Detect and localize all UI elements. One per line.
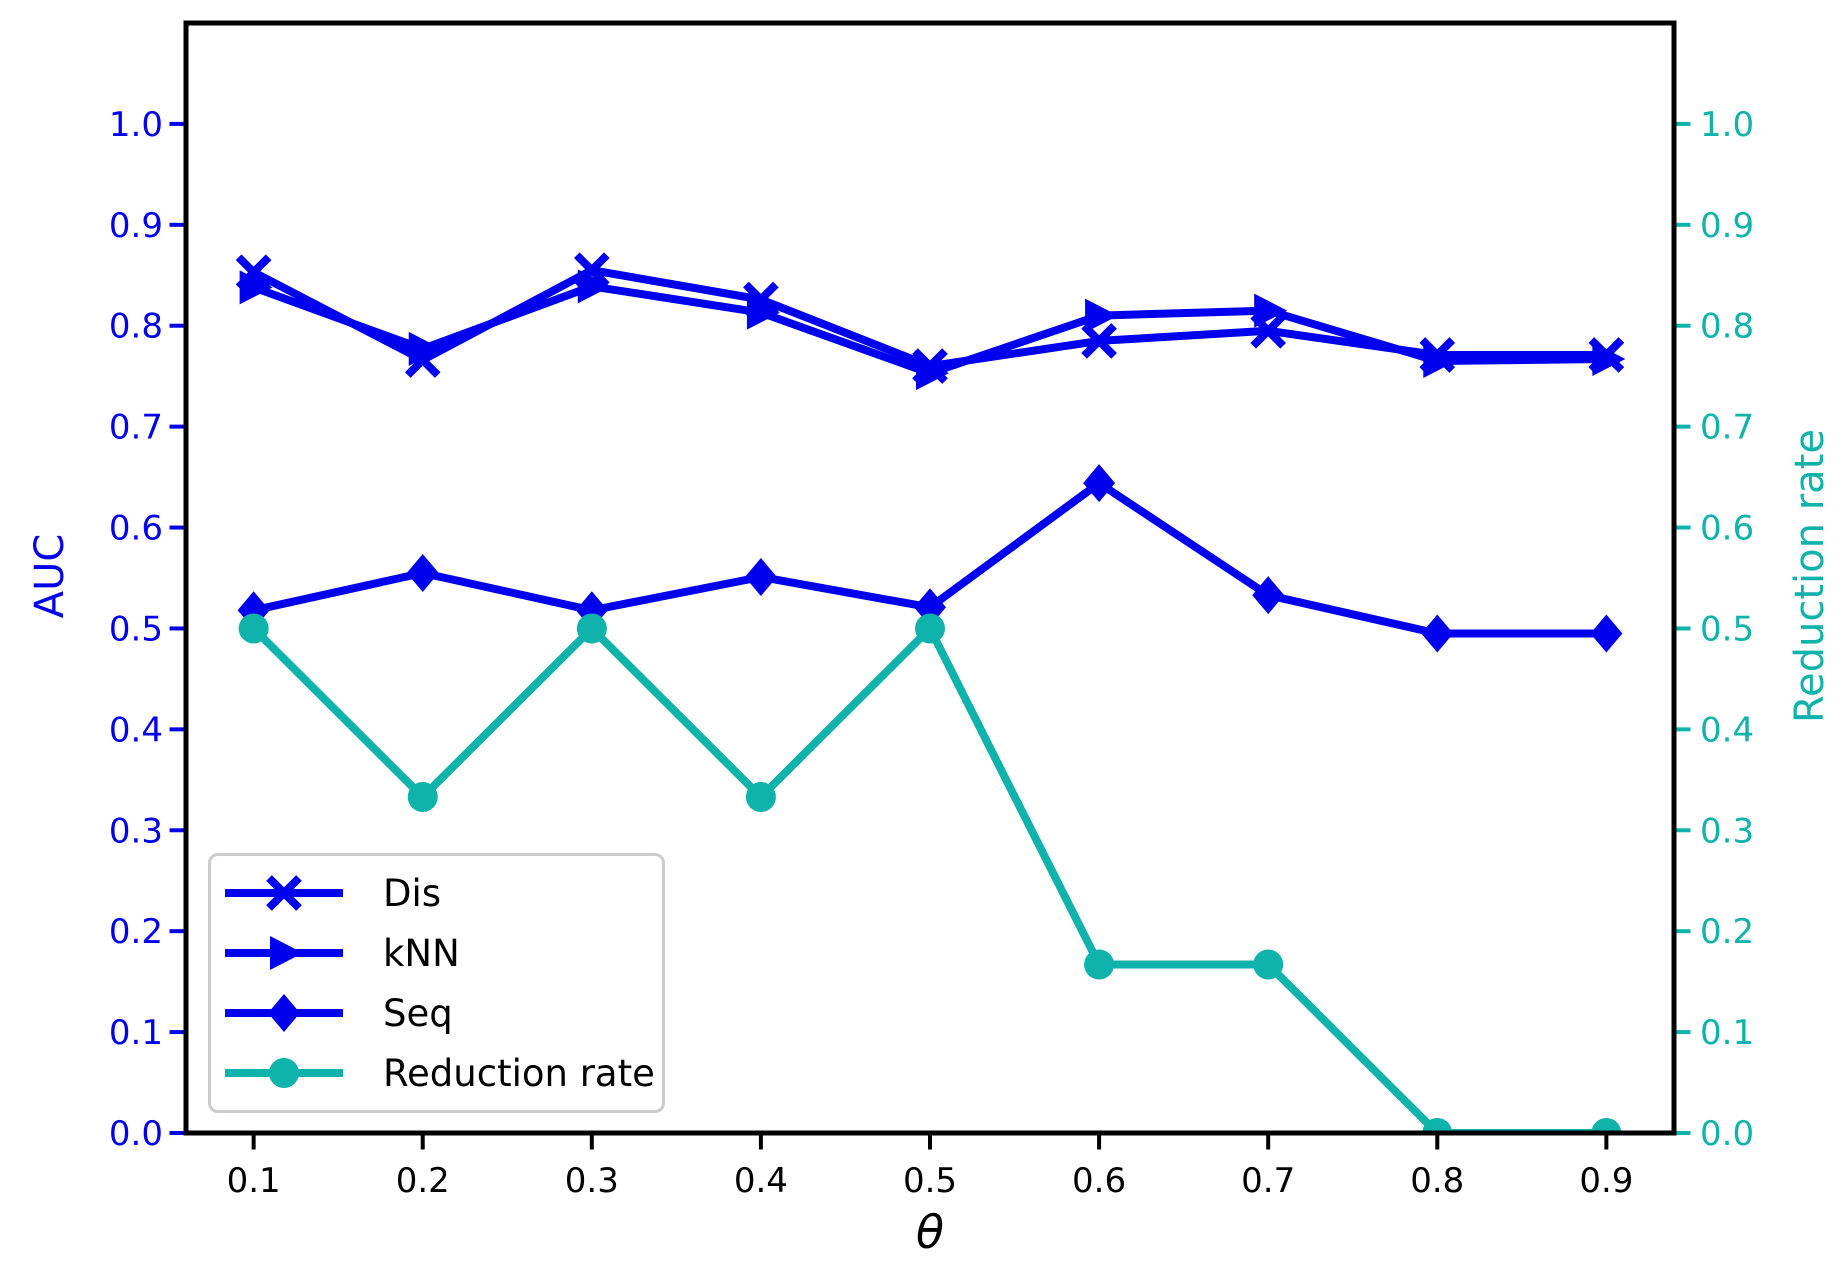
y-left-tick-label: 0.9 bbox=[109, 206, 163, 246]
y-left-tick-label: 1.0 bbox=[109, 105, 163, 145]
legend-label-seq: Seq bbox=[383, 991, 453, 1035]
legend-item-seq: Seq bbox=[219, 986, 654, 1040]
legend-item-knn: kNN bbox=[219, 926, 654, 980]
y-axis-right-ticks: 0.0 0.1 0.2 0.3 0.4 0.5 0.6 0.7 0.8 0.9 1.0 bbox=[1676, 105, 1754, 1154]
y-left-tick-label: 0.4 bbox=[109, 710, 163, 750]
series-reduction-rate bbox=[238, 613, 1622, 1135]
y-right-tick-label: 0.3 bbox=[1700, 811, 1754, 851]
y-left-tick-label: 0.8 bbox=[109, 307, 163, 347]
y-left-tick-label: 0.5 bbox=[109, 609, 163, 649]
y-right-tick-label: 0.1 bbox=[1700, 1013, 1754, 1053]
legend-label-knn: kNN bbox=[383, 931, 460, 975]
x-tick-label: 0.5 bbox=[903, 1161, 957, 1201]
legend-item-reduction-rate: Reduction rate bbox=[219, 1046, 655, 1100]
legend: Dis kNN Seq Reduction rate bbox=[208, 853, 665, 1113]
y-left-tick-label: 0.6 bbox=[109, 509, 163, 549]
y-right-tick-label: 1.0 bbox=[1700, 105, 1754, 145]
legend-label-reduction-rate: Reduction rate bbox=[383, 1051, 655, 1095]
y-axis-label-right: Reduction rate bbox=[1787, 429, 1833, 723]
x-tick-label: 0.2 bbox=[396, 1161, 450, 1201]
y-right-tick-label: 0.7 bbox=[1700, 408, 1754, 448]
seq-diamond-marker-icon bbox=[225, 994, 343, 1032]
series-dis bbox=[235, 252, 1625, 384]
legend-item-dis: Dis bbox=[219, 866, 654, 920]
y-right-tick-label: 0.0 bbox=[1700, 1114, 1754, 1154]
axes-spines bbox=[183, 20, 1677, 1136]
y-right-tick-label: 0.2 bbox=[1700, 912, 1754, 952]
y-right-tick-label: 0.5 bbox=[1700, 609, 1754, 649]
x-axis-ticks: 0.1 0.2 0.3 0.4 0.5 0.6 0.7 0.8 0.9 bbox=[227, 1135, 1633, 1201]
x-tick-label: 0.1 bbox=[227, 1161, 281, 1201]
y-right-tick-label: 0.4 bbox=[1700, 710, 1754, 750]
y-right-tick-label: 0.6 bbox=[1700, 509, 1754, 549]
plot-area bbox=[235, 252, 1626, 1135]
y-left-tick-label: 0.0 bbox=[109, 1114, 163, 1154]
x-tick-label: 0.6 bbox=[1072, 1161, 1126, 1201]
series-knn bbox=[239, 269, 1626, 391]
x-tick-label: 0.3 bbox=[565, 1161, 619, 1201]
reduction-rate-circle-marker-icon bbox=[225, 1058, 343, 1088]
x-tick-label: 0.8 bbox=[1410, 1161, 1464, 1201]
knn-triangle-marker-icon bbox=[225, 936, 343, 970]
y-axis-left-ticks: 0.0 0.1 0.2 0.3 0.4 0.5 0.6 0.7 0.8 0.9 1.0 bbox=[109, 105, 184, 1154]
dis-x-marker-icon bbox=[225, 875, 343, 911]
x-tick-label: 0.7 bbox=[1241, 1161, 1295, 1201]
y-left-tick-label: 0.7 bbox=[109, 408, 163, 448]
x-tick-label: 0.4 bbox=[734, 1161, 788, 1201]
y-right-tick-label: 0.8 bbox=[1700, 307, 1754, 347]
x-axis-label: θ bbox=[915, 1205, 945, 1259]
y-right-tick-label: 0.9 bbox=[1700, 206, 1754, 246]
y-axis-label-left: AUC bbox=[27, 533, 73, 619]
legend-label-dis: Dis bbox=[383, 871, 442, 915]
y-left-tick-label: 0.1 bbox=[109, 1013, 163, 1053]
y-left-tick-label: 0.2 bbox=[109, 912, 163, 952]
y-left-tick-label: 0.3 bbox=[109, 811, 163, 851]
x-tick-label: 0.9 bbox=[1579, 1161, 1633, 1201]
